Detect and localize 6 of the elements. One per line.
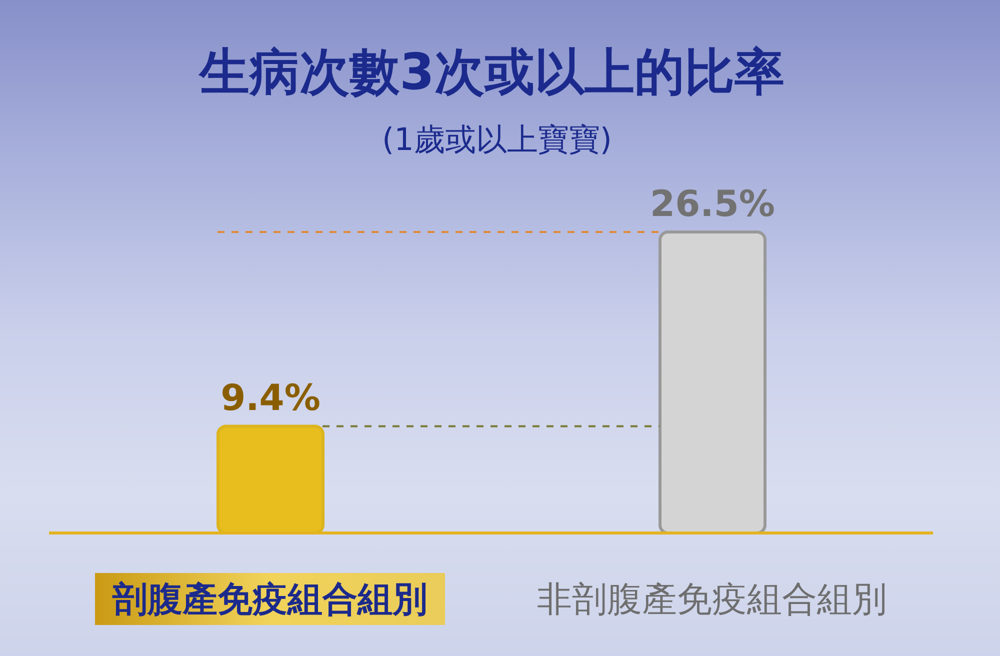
x-tick-label: 非剖腹產免疫組合組別: [537, 580, 887, 620]
chart-title: 生病次數3次或以上的比率: [198, 42, 786, 102]
data-label: 26.5%: [650, 184, 775, 225]
data-label: 9.4%: [220, 378, 320, 420]
x-tick-label: 剖腹產免疫組合組別: [112, 580, 428, 620]
chart-subtitle: (1歲或以上寶寶): [381, 121, 613, 160]
